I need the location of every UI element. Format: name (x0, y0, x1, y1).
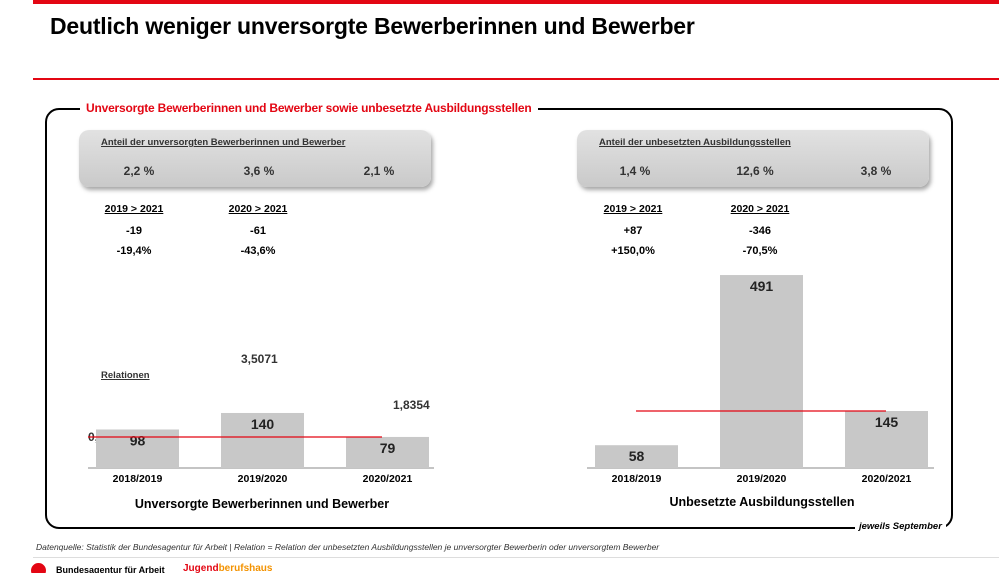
bar-value-label: 98 (130, 432, 146, 448)
title-divider (33, 78, 999, 80)
jbh-logo-part: Jugend (183, 563, 219, 573)
left-change-period: 2020 > 2021 (228, 203, 288, 215)
bar-value-label: 491 (750, 278, 774, 294)
x-tick-label: 2020/2021 (862, 473, 912, 485)
right-share-value: 1,4 % (619, 164, 651, 178)
x-tick-label: 2018/2019 (113, 473, 163, 485)
left-change-abs: -61 (250, 225, 266, 237)
bar (595, 445, 678, 468)
bar (720, 275, 803, 468)
page-title: Deutlich weniger unversorgte Bewerberinn… (50, 13, 695, 39)
x-tick-label: 2019/2020 (238, 473, 288, 485)
x-tick-label: 2018/2019 (612, 473, 662, 485)
jbh-logo: Jugendberufshaus (183, 563, 272, 573)
right-share-box: Anteil der unbesetzten Ausbildungsstelle… (577, 130, 929, 187)
frame-title: Unversorgte Bewerberinnen und Bewerber s… (80, 101, 538, 115)
bar-value-label: 145 (875, 414, 899, 430)
jbh-logo-part: berufshaus (218, 563, 273, 573)
left-chart-title: Unversorgte Bewerberinnen und Bewerber (134, 497, 390, 511)
bar (96, 429, 179, 468)
left-change-period: 2019 > 2021 (104, 203, 164, 215)
right-chart-title: Unbesetzte Ausbildungsstellen (669, 495, 855, 509)
bar-value-label: 79 (380, 440, 396, 456)
left-change-pct: -19,4% (116, 245, 152, 257)
ba-logo-text: Bundesagentur für Arbeit (56, 565, 165, 573)
right-change-period: 2019 > 2021 (603, 203, 663, 215)
relation-value: 3,5071 (241, 352, 278, 366)
left-share-title: Anteil der unversorgten Bewerberinnen un… (101, 137, 346, 148)
bar (845, 411, 928, 468)
left-change-abs: -19 (126, 225, 142, 237)
right-change-pct: -70,5% (742, 245, 778, 257)
top-accent-bar (33, 0, 999, 4)
right-change-pct: +150,0% (611, 245, 655, 257)
x-tick-label: 2020/2021 (363, 473, 413, 485)
ba-logo-icon (31, 563, 46, 573)
right-share-value: 12,6 % (736, 164, 774, 178)
source-note: Datenquelle: Statistik der Bundesagentur… (36, 542, 660, 552)
bottom-divider (33, 557, 999, 558)
left-share-value: 2,2 % (123, 164, 155, 178)
x-tick-label: 2019/2020 (737, 473, 787, 485)
right-change-abs: -346 (748, 225, 772, 237)
bar (221, 412, 304, 468)
bar-value-label: 140 (251, 416, 275, 432)
left-share-box: Anteil der unversorgten Bewerberinnen un… (79, 130, 431, 187)
right-share-value: 3,8 % (860, 164, 892, 178)
right-share-title: Anteil der unbesetzten Ausbildungsstelle… (599, 137, 791, 148)
right-change-period: 2020 > 2021 (730, 203, 790, 215)
relation-value: 1,8354 (393, 398, 430, 412)
bar (346, 436, 429, 468)
bar-value-label: 58 (629, 448, 645, 464)
right-change-abs: +87 (623, 225, 643, 237)
note-label: jeweils September (855, 521, 946, 532)
left-change-pct: -43,6% (240, 245, 276, 257)
relations-label: Relationen (101, 370, 150, 381)
left-share-value: 3,6 % (243, 164, 275, 178)
left-share-value: 2,1 % (363, 164, 395, 178)
